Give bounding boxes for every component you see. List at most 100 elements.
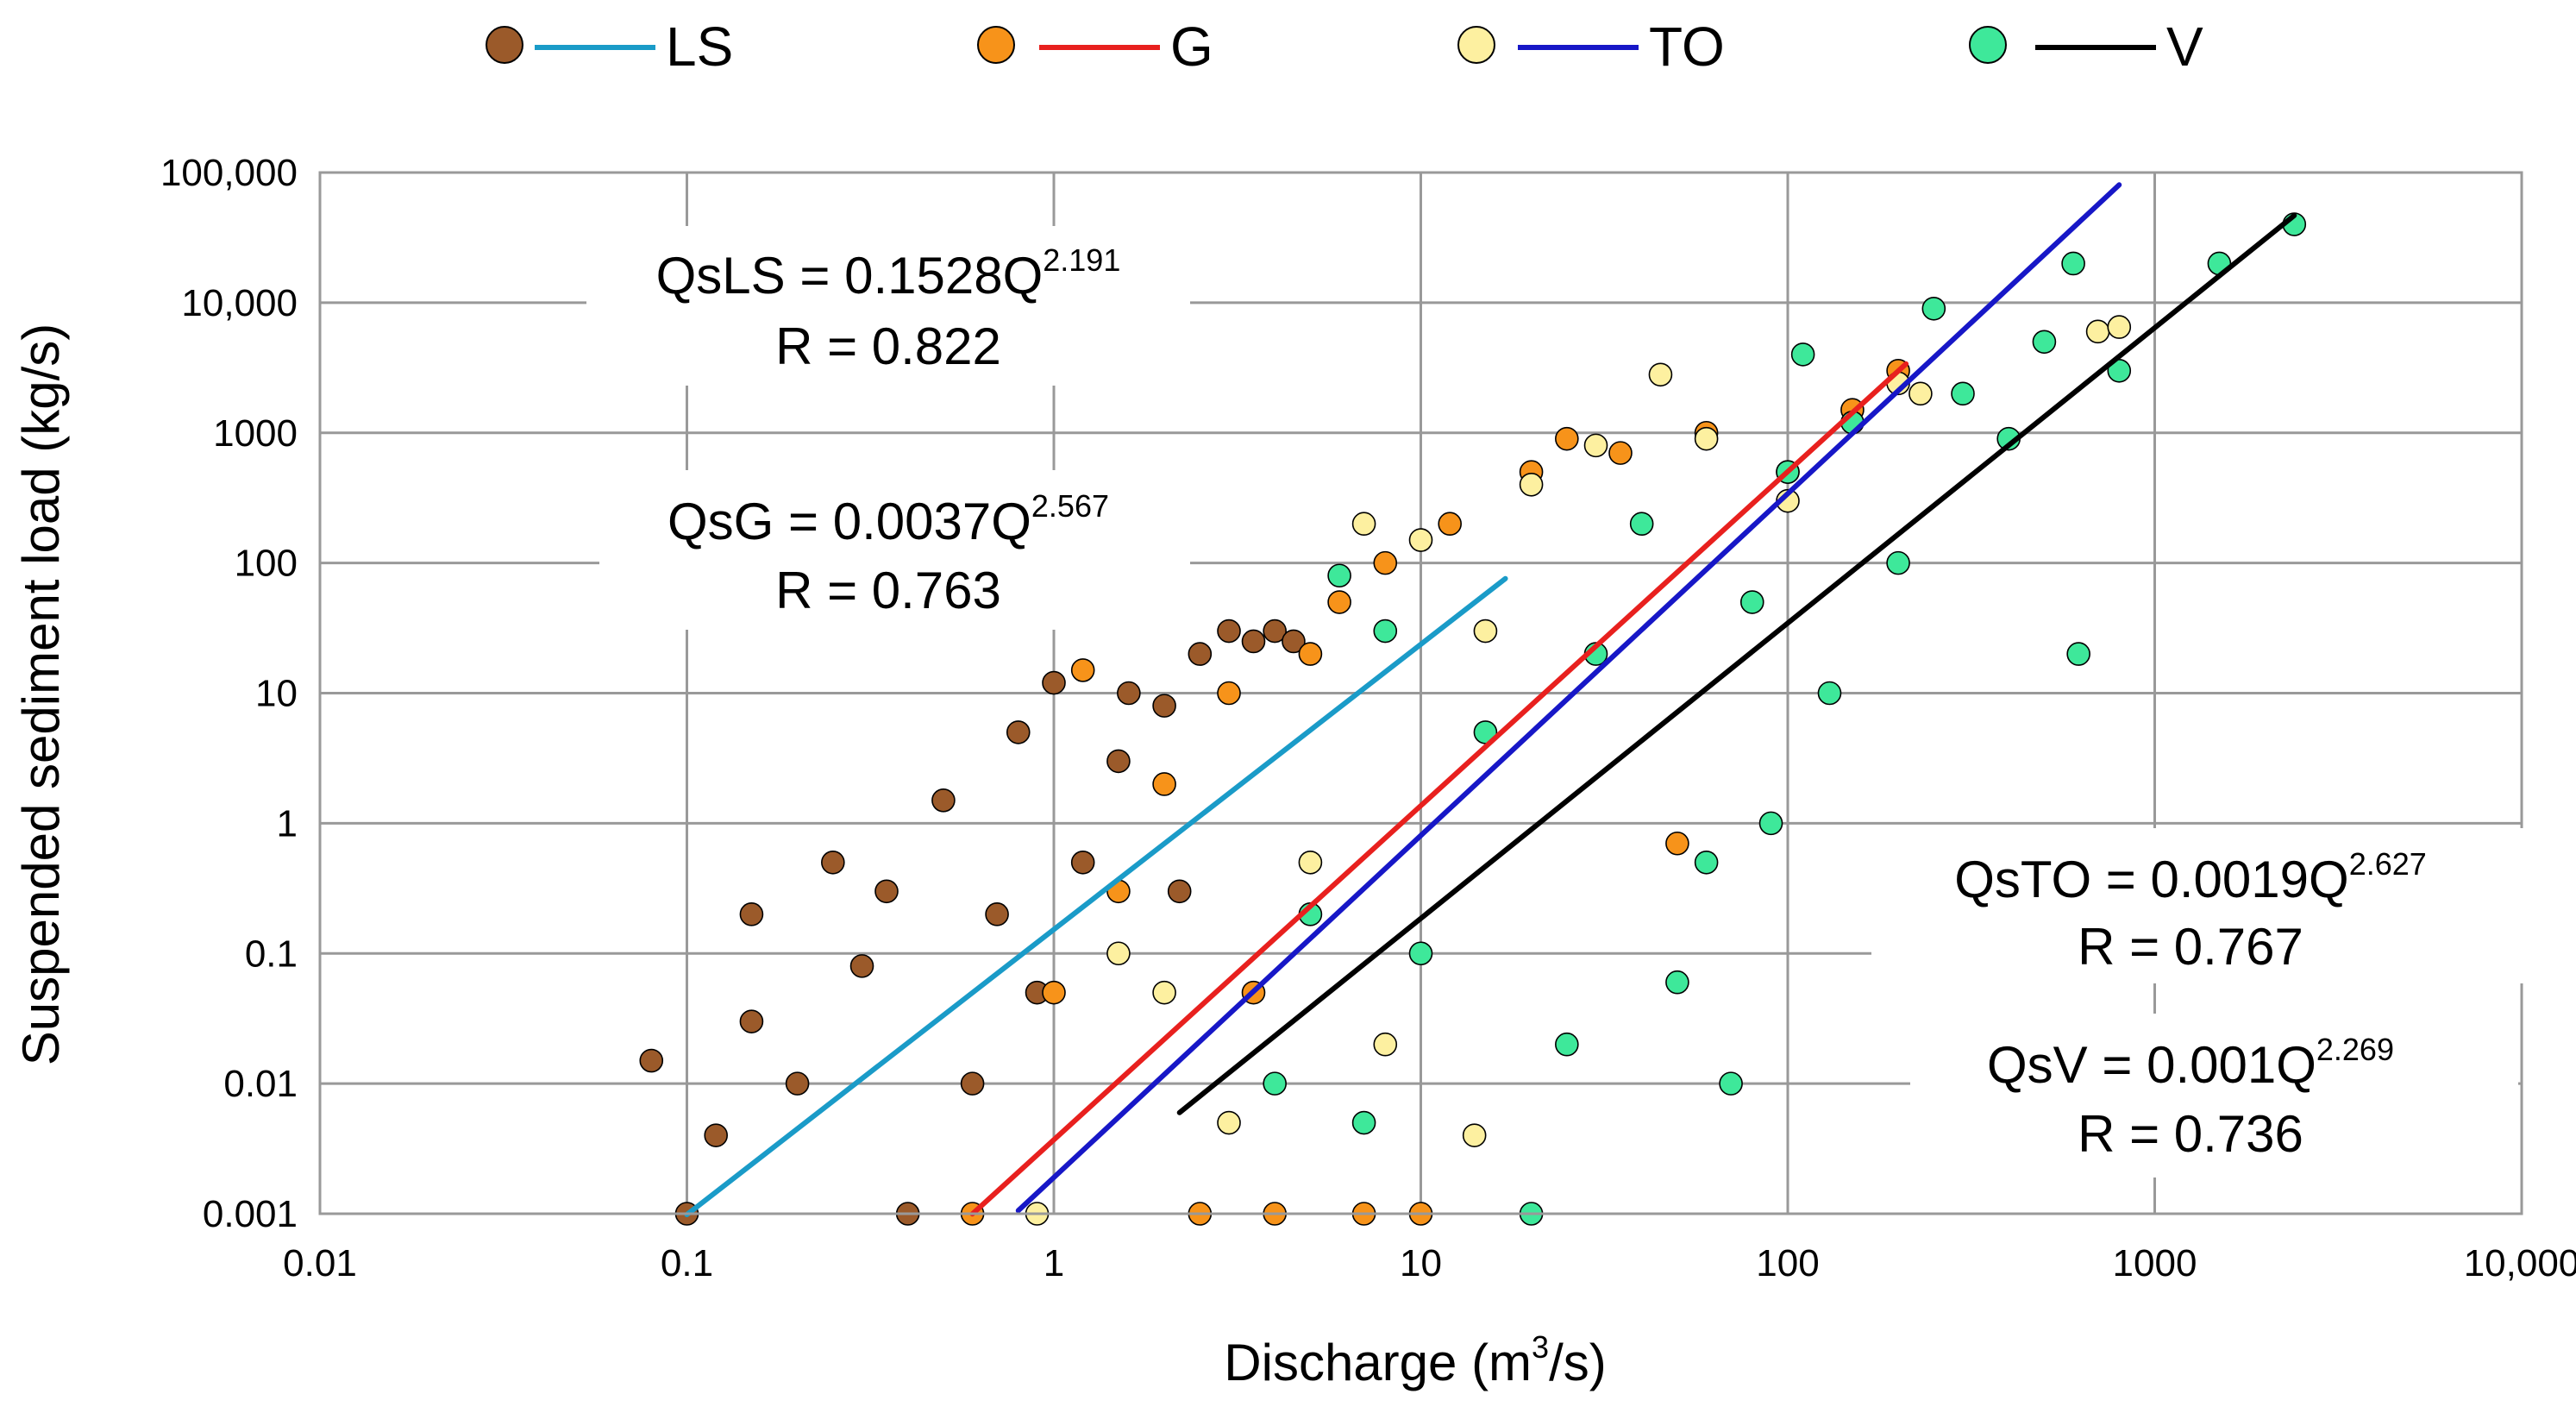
y-axis-title: Suspended sediment load (kg/s) — [12, 323, 70, 1066]
point-v-16 — [1817, 681, 1842, 706]
point-g-8 — [1298, 642, 1323, 666]
point-g-6 — [1217, 681, 1241, 706]
point-g-4 — [1152, 772, 1176, 796]
x-axis-title: Discharge (m3/s) — [1224, 1329, 1606, 1391]
point-to-14 — [1908, 381, 1933, 406]
r-value-g: R = 0.763 — [775, 562, 1001, 619]
point-g-13 — [1438, 512, 1462, 537]
point-g-9 — [1327, 590, 1351, 614]
point-to-9 — [1583, 433, 1608, 458]
point-v-4 — [1373, 619, 1398, 644]
plot-frame — [318, 171, 2523, 1215]
point-to-7 — [1462, 1123, 1487, 1147]
point-g-15 — [1555, 426, 1579, 451]
legend-label-ls: LS — [666, 16, 733, 78]
point-g-17 — [1665, 831, 1689, 856]
equation-ls: QsLS = 0.1528Q2.191 — [656, 242, 1121, 305]
r-value-v: R = 0.736 — [2078, 1105, 2303, 1163]
y-tick-label-0: 0.001 — [203, 1193, 298, 1235]
point-ls-9 — [931, 788, 956, 813]
series-g-points — [960, 358, 1910, 1226]
point-ls-20 — [1241, 629, 1266, 654]
point-to-17 — [1473, 619, 1498, 644]
y-tick-label-2: 0.1 — [245, 933, 298, 975]
x-tick-label-1: 0.1 — [661, 1242, 713, 1284]
y-tick-label-4: 10 — [255, 673, 298, 715]
fit-line-ls — [684, 575, 1508, 1218]
point-to-8 — [1519, 472, 1544, 497]
point-to-1 — [1106, 941, 1131, 966]
x-tick-label-5: 1000 — [2113, 1242, 2197, 1284]
point-v-15 — [1790, 342, 1815, 367]
legend-item-ls: LS — [486, 16, 733, 78]
point-to-15 — [2085, 319, 2110, 344]
point-ls-21 — [1263, 619, 1287, 644]
x-tick-label-0: 0.01 — [283, 1242, 357, 1284]
point-to-2 — [1152, 980, 1176, 1005]
equation-labels: QsLS = 0.1528Q2.191 R = 0.822 QsG = 0.00… — [586, 226, 2527, 1178]
point-ls-5 — [785, 1071, 810, 1096]
y-tick-label-3: 1 — [277, 802, 298, 845]
fit-line-to — [1015, 182, 2122, 1214]
point-v-20 — [1951, 381, 1975, 406]
point-ls-4 — [739, 902, 764, 926]
point-v-19 — [1921, 296, 1946, 321]
point-v-22 — [2032, 330, 2057, 355]
legend-item-g: G — [977, 16, 1213, 78]
x-tick-label-6: 10,000 — [2464, 1242, 2576, 1284]
series-ls-points — [639, 619, 1306, 1226]
legend-item-v: V — [1969, 16, 2203, 78]
data-points — [639, 212, 2307, 1226]
point-to-10 — [1648, 362, 1673, 387]
point-ls-16 — [1117, 681, 1141, 706]
point-ls-23 — [1167, 879, 1192, 904]
legend-item-to: TO — [1457, 16, 1725, 78]
point-g-11 — [1373, 550, 1398, 575]
fit-line-v — [1176, 212, 2297, 1115]
point-ls-19 — [1217, 619, 1241, 644]
point-v-18 — [1886, 550, 1910, 575]
equation-to: QsTO = 0.0019Q2.627 — [1954, 846, 2427, 908]
point-to-11 — [1694, 426, 1719, 451]
r-value-ls: R = 0.822 — [775, 317, 1001, 375]
legend-marker-to — [1457, 26, 1495, 64]
point-ls-18 — [1188, 642, 1213, 666]
y-tick-label-1: 0.01 — [223, 1063, 298, 1105]
point-ls-13 — [1042, 670, 1066, 695]
point-ls-17 — [1152, 694, 1176, 718]
legend-label-g: G — [1170, 16, 1213, 78]
legend-marker-ls — [486, 26, 523, 64]
point-ls-3 — [739, 1009, 764, 1033]
point-v-0 — [1263, 1071, 1287, 1096]
point-ls-25 — [985, 902, 1009, 926]
point-to-4 — [1298, 850, 1323, 875]
point-g-1 — [1042, 980, 1066, 1005]
point-to-3 — [1217, 1110, 1241, 1135]
point-ls-10 — [960, 1071, 985, 1096]
point-ls-22 — [1282, 629, 1306, 654]
point-v-10 — [1629, 512, 1654, 537]
x-tick-label-4: 100 — [1756, 1242, 1819, 1284]
point-to-6 — [1408, 528, 1433, 552]
equation-v: QsV = 0.001Q2.269 — [1987, 1032, 2394, 1094]
point-v-29 — [1758, 811, 1783, 836]
y-tick-label-7: 10,000 — [181, 282, 298, 324]
point-to-5 — [1351, 512, 1376, 537]
point-v-23 — [2061, 251, 2085, 276]
point-ls-11 — [1006, 720, 1031, 744]
point-ls-8 — [874, 879, 899, 904]
tick-labels: 0.01 0.1 1 10 100 1000 10,000 0.001 0.01 0.1 1 10 10… — [160, 152, 2576, 1284]
point-ls-2 — [704, 1123, 728, 1147]
point-g-16 — [1608, 441, 1633, 465]
point-ls-6 — [821, 850, 845, 875]
equation-g: QsG = 0.0037Q2.567 — [668, 488, 1109, 550]
r-value-to: R = 0.767 — [2078, 918, 2303, 976]
point-ls-15 — [1106, 749, 1131, 774]
point-ls-14 — [1070, 850, 1095, 875]
y-tick-label-5: 100 — [235, 543, 298, 585]
point-v-5 — [1408, 941, 1433, 966]
legend-label-to: TO — [1649, 16, 1725, 78]
x-tick-label-3: 10 — [1400, 1242, 1442, 1284]
legend-label-v: V — [2166, 16, 2203, 78]
